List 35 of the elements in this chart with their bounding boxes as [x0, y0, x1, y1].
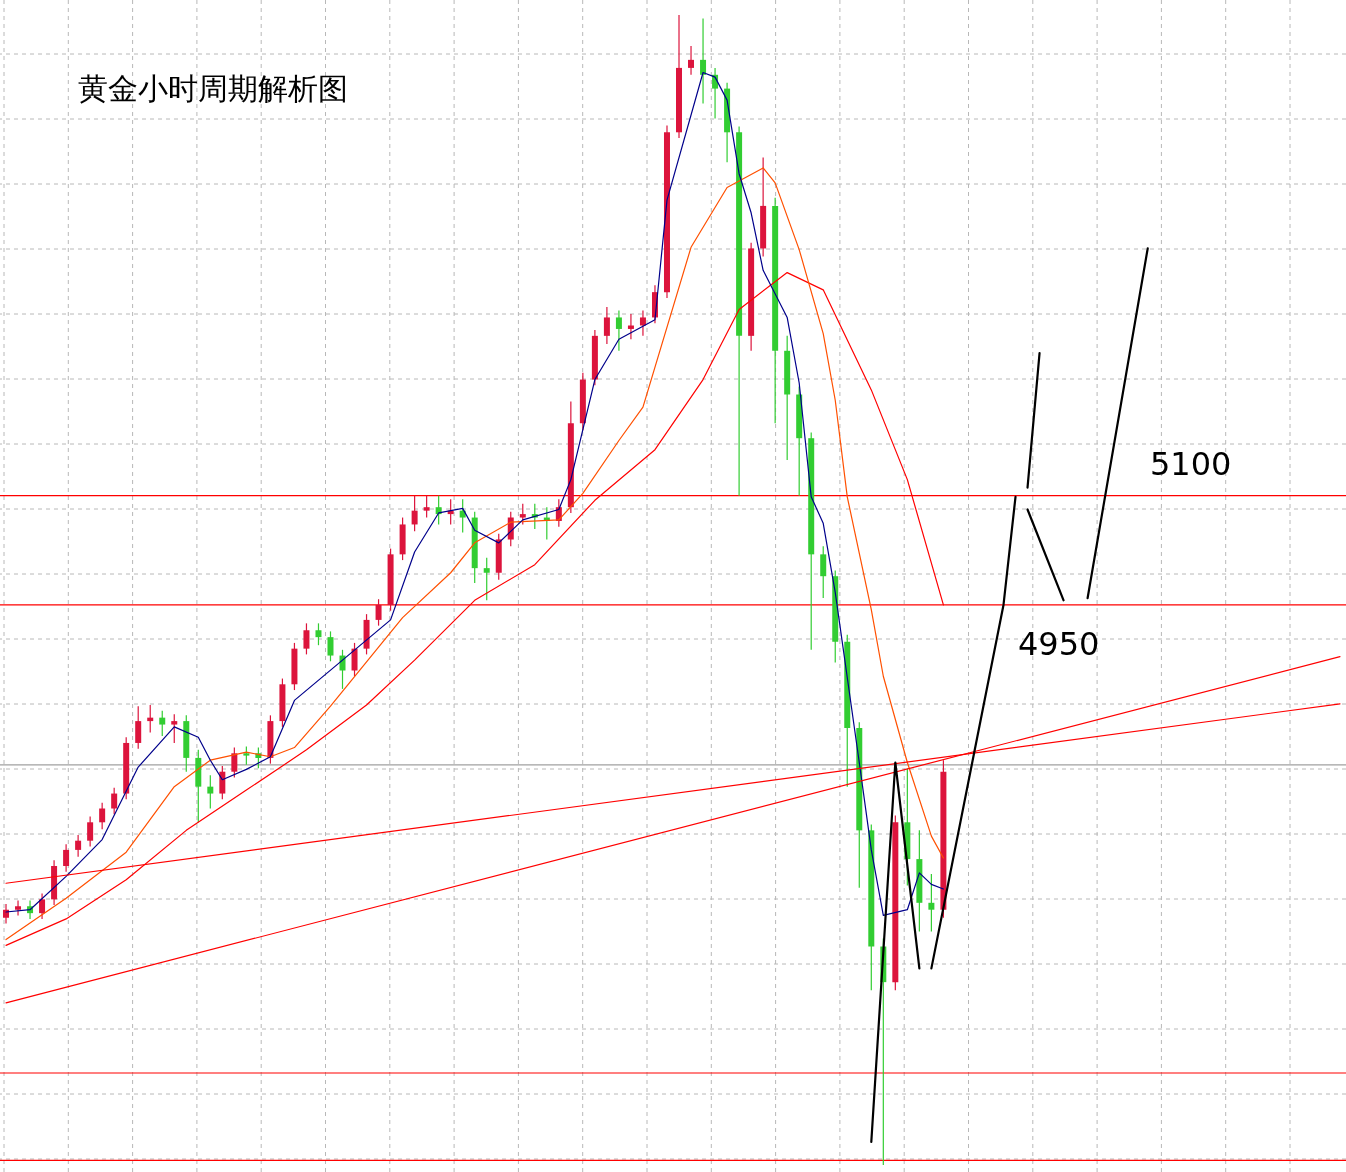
candlestick: [135, 705, 142, 750]
candlestick: [411, 495, 418, 532]
annotation: 5100: [1150, 445, 1232, 483]
candlestick: [159, 710, 166, 737]
candlestick: [519, 503, 526, 526]
candlestick: [639, 309, 646, 337]
candlestick: [75, 834, 82, 858]
candlestick: [39, 893, 46, 920]
candlestick: [315, 622, 322, 646]
candlestick: [483, 557, 490, 601]
candlestick: [820, 545, 827, 599]
candlestick: [423, 495, 430, 519]
candlestick: [303, 622, 310, 655]
candlestick: [375, 598, 382, 627]
candlestick: [351, 642, 358, 677]
candlestick: [207, 774, 214, 810]
candlestick: [688, 45, 695, 76]
candlestick: [219, 765, 226, 800]
candlestick: [327, 630, 334, 662]
candlestick: [435, 495, 442, 526]
candlestick: [63, 843, 70, 873]
candlestick: [87, 815, 94, 848]
candlestick: [15, 899, 22, 917]
candlestick: [459, 498, 466, 534]
candlestick: [615, 309, 622, 352]
text: 黄金小时周期解析图: [78, 71, 348, 106]
candlestick: [111, 787, 118, 815]
candlestick: [231, 746, 238, 779]
candlestick: [700, 17, 707, 105]
candlestick: [171, 713, 178, 744]
candlestick: [603, 306, 610, 345]
candlestick: [99, 802, 106, 830]
annotation: 4950: [1018, 625, 1100, 663]
candlestick: [928, 873, 935, 933]
candlestick: [243, 745, 250, 766]
